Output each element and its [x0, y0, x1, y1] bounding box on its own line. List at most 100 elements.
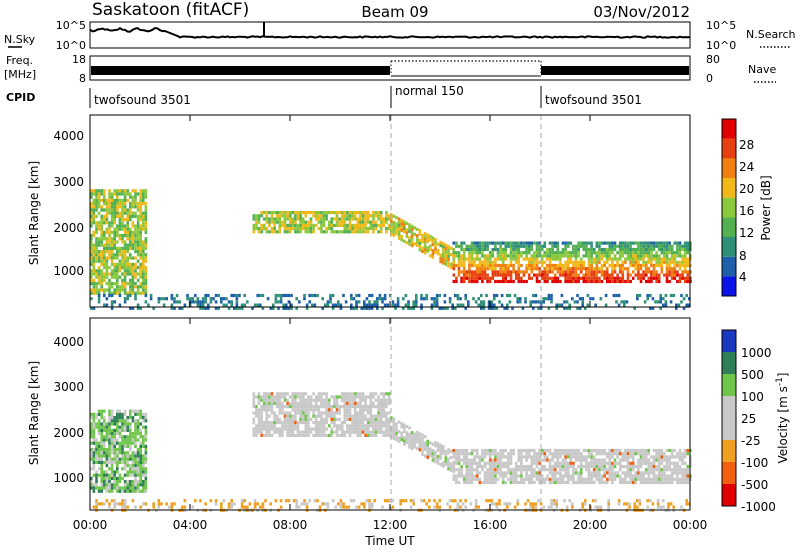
power-cell	[520, 276, 523, 280]
velocity-cell	[301, 421, 305, 425]
power-cell	[551, 263, 554, 268]
velocity-cell	[352, 499, 356, 503]
power-cell	[123, 278, 127, 282]
power-cell	[613, 241, 617, 245]
velocity-cell	[421, 443, 424, 447]
power-cell	[595, 244, 599, 248]
power-cell	[252, 230, 256, 234]
velocity-cell	[343, 398, 347, 402]
power-cell	[452, 279, 456, 284]
velocity-cell	[455, 468, 458, 472]
velocity-cell	[639, 448, 643, 453]
power-cell	[283, 230, 287, 234]
velocity-cell	[121, 435, 124, 439]
velocity-cell	[514, 464, 518, 469]
power-cell	[353, 211, 357, 215]
velocity-cell	[364, 405, 367, 409]
velocity-cell	[335, 411, 339, 415]
velocity-cell	[539, 502, 543, 506]
velocity-cell	[317, 421, 321, 425]
power-cell	[337, 303, 340, 307]
velocity-cell	[116, 480, 119, 484]
power-cell	[540, 257, 544, 261]
velocity-cell	[548, 477, 552, 481]
velocity-cell	[461, 502, 465, 506]
velocity-cell	[569, 452, 573, 456]
velocity-cell	[353, 427, 357, 431]
power-cell	[678, 254, 682, 258]
velocity-cell	[126, 451, 129, 455]
power-cell	[468, 273, 471, 277]
velocity-cell	[100, 435, 103, 439]
power-cell	[429, 254, 432, 258]
velocity-cell	[587, 452, 591, 456]
power-cell	[678, 267, 682, 271]
power-cell	[481, 273, 484, 277]
velocity-cell	[552, 502, 556, 506]
velocity-cell	[366, 424, 370, 428]
power-cell	[366, 217, 370, 221]
velocity-cell	[121, 486, 124, 490]
velocity-cell	[129, 444, 132, 448]
velocity-cell	[499, 474, 502, 478]
velocity-cell	[240, 499, 244, 503]
velocity-cell	[634, 464, 638, 469]
power-cell	[136, 214, 140, 218]
power-cell	[108, 221, 111, 225]
velocity-cell	[343, 414, 347, 418]
velocity-cell	[598, 464, 601, 469]
power-cell	[131, 282, 135, 286]
velocity-cell	[618, 474, 622, 478]
power-cell	[556, 254, 560, 258]
velocity-cell	[301, 405, 305, 409]
velocity-cell	[126, 473, 129, 477]
power-cell	[569, 251, 573, 255]
noise-left-label: N.Sky	[4, 33, 36, 46]
power-cell	[220, 300, 223, 304]
power-cell	[105, 256, 109, 260]
velocity-cell	[105, 457, 109, 461]
velocity-cell	[608, 452, 612, 456]
power-cell	[126, 291, 129, 295]
power-cell	[123, 275, 127, 279]
power-cell	[516, 300, 519, 304]
power-cell	[123, 291, 127, 295]
power-cell	[598, 257, 601, 261]
power-cell	[90, 272, 93, 276]
power-cell	[548, 260, 552, 264]
power-cell	[379, 227, 383, 231]
power-cell	[493, 303, 496, 307]
power-cell	[274, 293, 278, 298]
power-cell	[253, 303, 257, 307]
power-cell	[103, 202, 106, 206]
velocity-cell	[131, 480, 135, 484]
power-cell	[611, 267, 614, 271]
velocity-cell	[268, 414, 271, 418]
power-cell	[546, 251, 549, 255]
power-cell	[494, 257, 497, 261]
velocity-cell	[118, 489, 122, 493]
velocity-cell	[110, 486, 114, 490]
velocity-cell	[314, 427, 318, 431]
power-cell	[656, 300, 660, 304]
power-cell	[595, 251, 599, 255]
power-cell	[611, 247, 614, 252]
power-cell	[665, 267, 669, 271]
velocity-cell	[304, 421, 308, 425]
velocity-cell	[501, 452, 505, 456]
power-cell	[455, 251, 458, 255]
velocity-cell	[574, 455, 578, 459]
power-cell	[416, 240, 419, 244]
velocity-cell	[538, 448, 541, 453]
velocity-cell	[90, 432, 93, 436]
power-cell	[105, 259, 109, 263]
velocity-cell	[131, 454, 135, 458]
power-cell	[273, 227, 276, 231]
velocity-cell	[655, 474, 658, 478]
power-cell	[420, 293, 423, 298]
power-cell	[665, 254, 669, 258]
power-cell	[585, 254, 588, 258]
power-cell	[577, 251, 580, 255]
velocity-cell	[556, 464, 560, 469]
power-cell	[618, 244, 622, 248]
